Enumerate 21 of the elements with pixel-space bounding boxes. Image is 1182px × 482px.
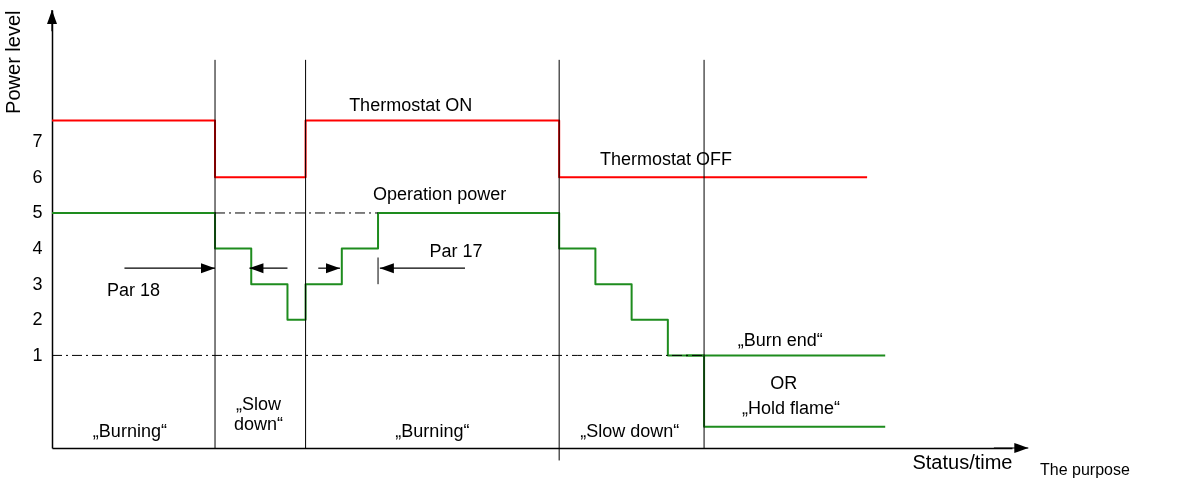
y-tick-label: 2 — [32, 309, 43, 330]
annotation: „Burn end“ — [737, 330, 823, 351]
annotation: OR — [770, 372, 798, 393]
annotation: Par 18 — [106, 280, 161, 301]
text: The purpose — [1040, 461, 1130, 478]
annotation: „Burning“ — [92, 420, 167, 441]
annotation: „Slow down“ — [580, 420, 680, 441]
y-tick-label: 3 — [32, 273, 43, 294]
annotation: „Burning“ — [395, 420, 470, 441]
x-axis-title: Status/time — [912, 450, 1013, 473]
y-tick-label: 1 — [32, 344, 43, 365]
y-tick-label: 6 — [32, 166, 43, 187]
annotation: „Slow down“ — [233, 394, 284, 435]
y-tick-label: 7 — [32, 131, 43, 152]
annotation: Operation power — [373, 184, 507, 205]
annotation: Thermostat ON — [349, 95, 473, 116]
y-tick-label: 5 — [32, 202, 43, 223]
y-tick-label: 4 — [32, 238, 43, 259]
annotation: Par 17 — [429, 241, 483, 262]
annotation: „Hold flame“ — [742, 397, 841, 418]
y-axis-title: Power level — [2, 10, 25, 114]
